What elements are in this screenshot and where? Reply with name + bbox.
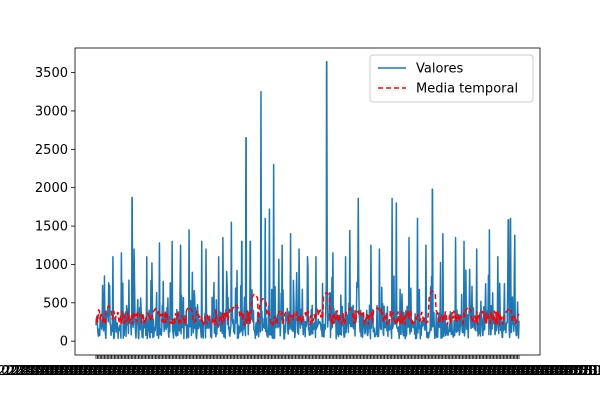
y-tick-label: 3500	[35, 66, 68, 81]
x-tick-label: 2023-01	[565, 364, 600, 379]
y-tick-label: 500	[43, 296, 68, 311]
legend-label: Media temporal	[416, 82, 518, 97]
y-tick-label: 1500	[35, 220, 68, 235]
legend-label: Valores	[416, 62, 463, 77]
y-tick-label: 2000	[35, 181, 68, 196]
series-valores-line	[96, 62, 519, 339]
y-tick-label: 2500	[35, 143, 68, 158]
y-tick-label: 3000	[35, 104, 68, 119]
y-tick-label: 1000	[35, 258, 68, 273]
plot-area	[96, 62, 519, 339]
y-tick-label: 0	[60, 335, 68, 350]
legend: Valores Media temporal	[370, 55, 533, 102]
